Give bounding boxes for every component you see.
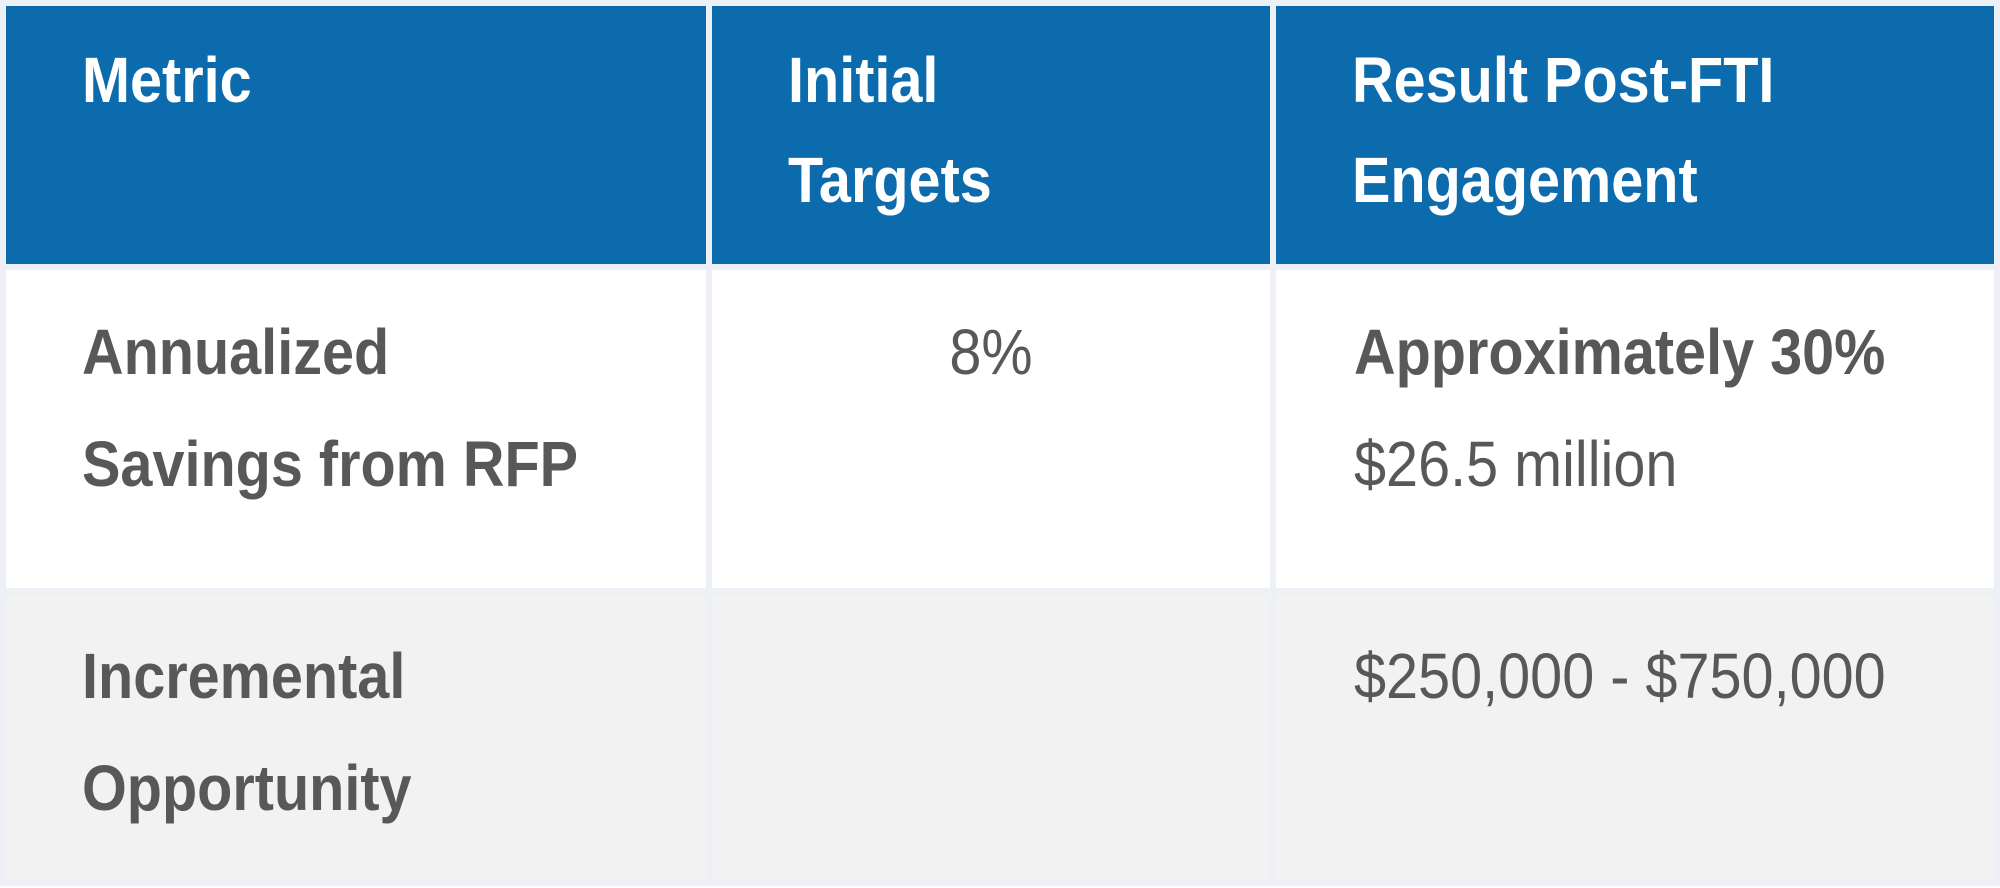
cell-initial-target-annualized-savings: 8% [712, 270, 1270, 588]
initial-target-annualized-savings-value: 8% [949, 316, 1033, 388]
table-header-row: Metric Initial Targets Result Post-FTI E… [6, 6, 1994, 264]
header-initial-targets-line-1: Initial [788, 44, 939, 116]
header-metric-text: Metric [82, 30, 617, 130]
header-initial-targets-line-2: Targets [788, 144, 992, 216]
header-initial-targets-text: Initial Targets [788, 30, 1195, 230]
header-result-post-fti-line-1: Result Post-FTI [1352, 44, 1775, 116]
result-annualized-savings-primary: Approximately 30% [1354, 316, 1886, 388]
cell-metric-annualized-savings: Annualized Savings from RFP [6, 270, 706, 588]
cell-result-annualized-savings: Approximately 30% $26.5 million [1276, 270, 1994, 588]
metric-annualized-savings-text: Annualized Savings from RFP [82, 296, 617, 520]
metric-annualized-savings-line-2: Savings from RFP [82, 428, 579, 500]
header-cell-result-post-fti: Result Post-FTI Engagement [1276, 6, 1994, 264]
result-incremental-opportunity-text: $250,000 - $750,000 [1354, 620, 1903, 732]
table-row-incremental-opportunity: Incremental Opportunity $250,000 - $750,… [6, 594, 1994, 880]
metric-incremental-opportunity-line-2: Opportunity [82, 752, 412, 824]
result-annualized-savings-text: Approximately 30% $26.5 million [1354, 296, 1903, 520]
result-incremental-opportunity-primary: $250,000 - $750,000 [1354, 640, 1886, 712]
cell-result-incremental-opportunity: $250,000 - $750,000 [1276, 594, 1994, 880]
metric-annualized-savings-line-1: Annualized [82, 316, 390, 388]
metric-incremental-opportunity-text: Incremental Opportunity [82, 620, 617, 844]
cell-initial-target-incremental-opportunity [712, 594, 1270, 880]
metric-incremental-opportunity-line-1: Incremental [82, 640, 406, 712]
cell-metric-incremental-opportunity: Incremental Opportunity [6, 594, 706, 880]
header-cell-metric: Metric [6, 6, 706, 264]
header-result-post-fti-line-2: Engagement [1352, 144, 1698, 216]
result-annualized-savings-secondary: $26.5 million [1354, 428, 1678, 500]
table-row-annualized-savings: Annualized Savings from RFP 8% Approxima… [6, 270, 1994, 588]
header-cell-initial-targets: Initial Targets [712, 6, 1270, 264]
header-metric-line: Metric [82, 44, 252, 116]
initial-target-annualized-savings-text: 8% [740, 296, 1242, 408]
header-result-post-fti-text: Result Post-FTI Engagement [1352, 30, 1903, 230]
